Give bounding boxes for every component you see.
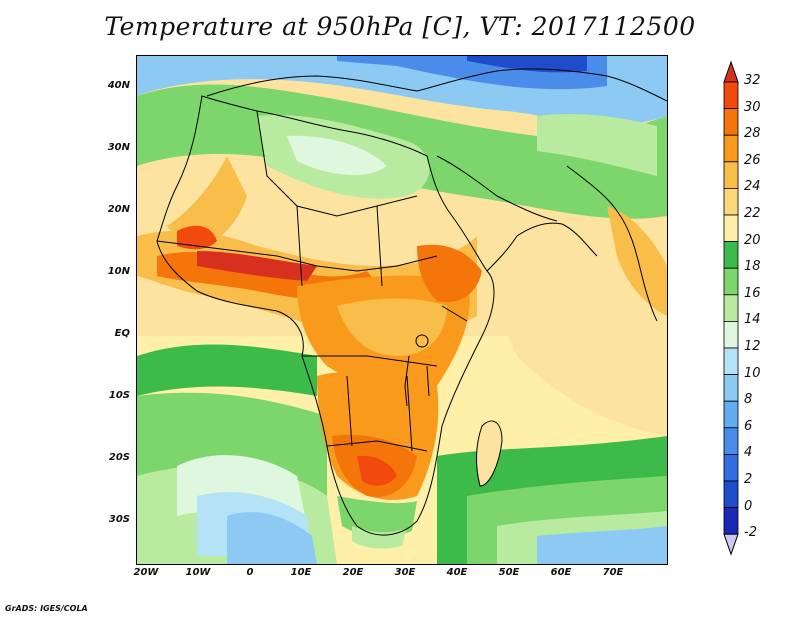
colorbar-label: 22 bbox=[744, 206, 761, 221]
colorbar-bin-14_16 bbox=[723, 294, 739, 322]
lat-label-eq: EQ bbox=[114, 328, 130, 339]
lon-label-40e: 40E bbox=[446, 567, 468, 578]
colorbar-label: 20 bbox=[744, 232, 761, 248]
lat-label-30s: 30S bbox=[108, 514, 130, 525]
colorbar-bin-0_2 bbox=[723, 480, 739, 509]
colorbar-label: 10 bbox=[744, 365, 761, 381]
colorbar-bin-30_32 bbox=[723, 81, 739, 110]
colorbar-bin-18_20 bbox=[723, 241, 739, 269]
lon-label-20w: 20W bbox=[133, 567, 159, 578]
grads-credit: GrADS: IGES/COLA bbox=[5, 604, 88, 613]
colorbar-bin-22_24 bbox=[723, 187, 739, 216]
lon-label-0: 0 bbox=[246, 567, 254, 578]
colorbar-bin-4_6 bbox=[723, 427, 739, 455]
colorbar-bin-24_26 bbox=[723, 161, 739, 189]
colorbar-label: 14 bbox=[744, 312, 761, 328]
colorbar-bin-6_8 bbox=[723, 400, 739, 429]
colorbar-bin--2_0 bbox=[723, 507, 739, 535]
colorbar-cap-bottom bbox=[723, 533, 739, 556]
colorbar-label: 30 bbox=[744, 99, 761, 115]
colorbar-bin-2_4 bbox=[723, 453, 739, 482]
colorbar-bin-10_12 bbox=[723, 347, 739, 376]
lon-label-20e: 20E bbox=[342, 567, 364, 578]
lon-label-50e: 50E bbox=[498, 567, 520, 578]
colorbar-bin-28_30 bbox=[723, 108, 739, 136]
lat-label-10n: 10N bbox=[107, 266, 130, 277]
colorbar-cap-top bbox=[723, 60, 739, 83]
colorbar-label: 24 bbox=[744, 179, 761, 195]
colorbar-label: 6 bbox=[744, 418, 753, 434]
colorbar-bin-26_28 bbox=[723, 134, 739, 163]
colorbar-bin-8_10 bbox=[723, 374, 739, 402]
temperature-field bbox=[137, 56, 667, 564]
colorbar-label: 26 bbox=[744, 152, 761, 168]
colorbar-label: 32 bbox=[744, 73, 761, 88]
colorbar-bin-16_18 bbox=[723, 267, 739, 296]
colorbar-label: 28 bbox=[744, 126, 761, 142]
lat-label-30n: 30N bbox=[107, 142, 130, 153]
lon-label-70e: 70E bbox=[602, 567, 624, 578]
colorbar-bin-20_22 bbox=[723, 214, 739, 243]
lon-label-10w: 10W bbox=[185, 567, 211, 578]
colorbar bbox=[723, 60, 739, 556]
colorbar-label: 4 bbox=[744, 445, 753, 461]
lon-label-60e: 60E bbox=[550, 567, 572, 578]
chart-title: Temperature at 950hPa [C], VT: 201711250… bbox=[104, 12, 696, 41]
colorbar-label: 2 bbox=[744, 472, 753, 487]
lat-label-20s: 20S bbox=[108, 452, 130, 463]
colorbar-label: 0 bbox=[744, 498, 753, 514]
lon-label-10e: 10E bbox=[290, 567, 312, 578]
colorbar-label: 12 bbox=[744, 339, 761, 354]
colorbar-label: -2 bbox=[744, 525, 757, 541]
colorbar-label: 18 bbox=[744, 259, 761, 275]
colorbar-label: 16 bbox=[744, 285, 761, 301]
lat-label-40n: 40N bbox=[107, 80, 130, 91]
lon-label-30e: 30E bbox=[394, 567, 416, 578]
lat-label-10s: 10S bbox=[108, 390, 130, 401]
map-panel bbox=[136, 55, 668, 565]
colorbar-label: 8 bbox=[744, 392, 753, 408]
colorbar-bin-12_14 bbox=[723, 320, 739, 349]
lat-label-20n: 20N bbox=[107, 204, 130, 215]
